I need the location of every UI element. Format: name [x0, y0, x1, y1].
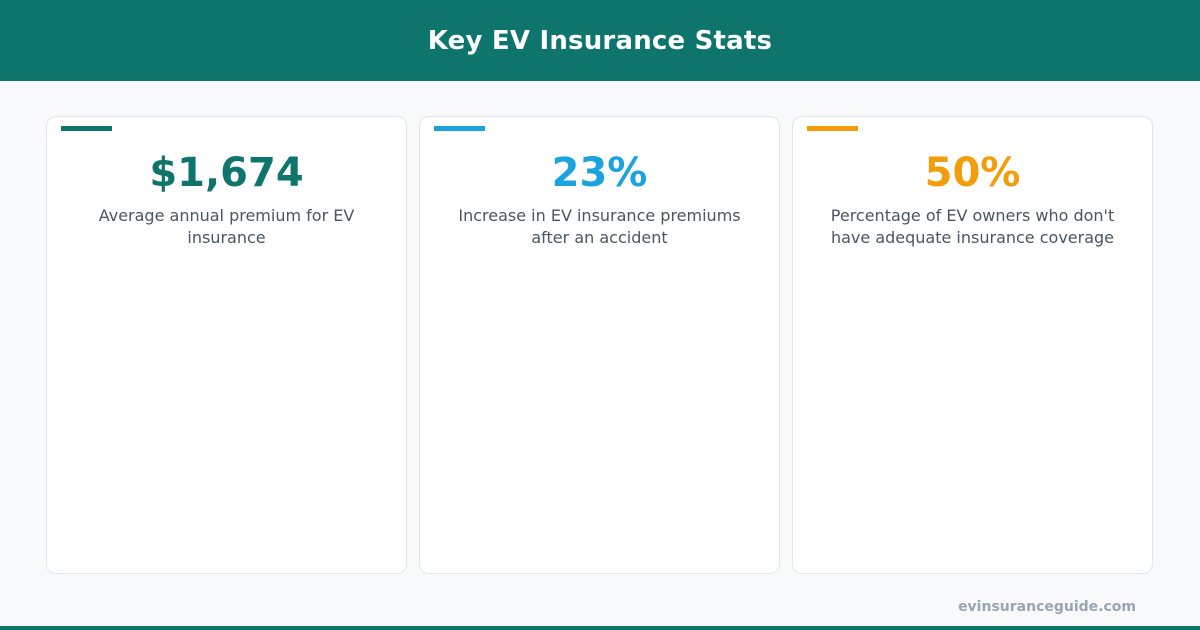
header-title: Key EV Insurance Stats — [427, 25, 773, 56]
stat-value: 23% — [551, 150, 648, 196]
stat-description: Average annual premium for EV insurance — [98, 206, 355, 247]
stat-card: 23% Increase in EV insurance premiums af… — [419, 116, 780, 574]
stat-card: 50% Percentage of EV owners who don't ha… — [792, 116, 1153, 574]
stat-description: Increase in EV insurance premiums after … — [458, 206, 741, 247]
stat-description: Percentage of EV owners who don't have a… — [830, 206, 1115, 247]
bottom-strip — [0, 626, 1200, 630]
footer-source: evinsuranceguide.com — [958, 599, 1136, 615]
accent-bar — [434, 126, 485, 131]
accent-bar — [61, 126, 112, 131]
stat-card: $1,674 Average annual premium for EV ins… — [46, 116, 407, 574]
accent-bar — [807, 126, 858, 131]
stat-value: 50% — [924, 150, 1021, 196]
stat-value: $1,674 — [149, 150, 304, 196]
header: Key EV Insurance Stats — [0, 0, 1200, 81]
